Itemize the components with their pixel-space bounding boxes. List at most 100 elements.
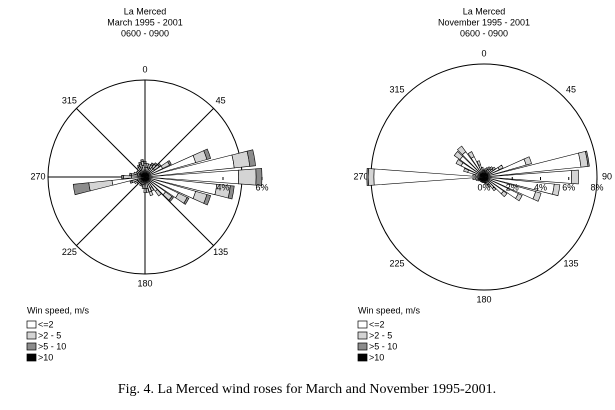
theta-tick-label: 270 [30, 171, 45, 181]
petal [150, 162, 155, 167]
petal [476, 160, 481, 166]
legend-swatch [26, 353, 37, 362]
legend-label: <=2 [38, 319, 54, 329]
legend-label: >10 [369, 352, 384, 362]
petal [453, 150, 464, 161]
legend-title: Win speed, m/s [27, 305, 90, 315]
legend-label: >2 - 5 [38, 330, 61, 340]
r-tick-label: 6% [255, 182, 268, 192]
legend-swatch [26, 320, 37, 329]
petal [532, 191, 542, 202]
petal [139, 183, 143, 187]
chart-title: La Merced [124, 6, 167, 16]
petal [485, 181, 488, 186]
petal [123, 175, 132, 179]
petal [491, 186, 497, 192]
petal [472, 177, 477, 181]
theta-tick-label: 270 [353, 171, 368, 181]
theta-tick-label: 135 [213, 247, 228, 257]
legend-swatch [26, 342, 37, 351]
legend-label: >2 - 5 [369, 330, 392, 340]
petal [497, 164, 504, 171]
petal [203, 148, 212, 160]
theta-tick-label: 90 [602, 171, 612, 181]
petal [467, 151, 475, 159]
legend-label: >10 [38, 352, 53, 362]
petal [167, 160, 172, 166]
r-tick-label: 4% [216, 182, 229, 192]
petal [72, 182, 91, 196]
legend-swatch [26, 331, 37, 340]
r-tick-label: 0% [477, 182, 490, 192]
petal [484, 182, 487, 185]
petal [141, 184, 145, 189]
grid-line [76, 176, 146, 246]
petal [472, 173, 477, 177]
petal [246, 149, 256, 167]
petal [552, 183, 561, 197]
petal [145, 187, 150, 193]
chart-subtitle: March 1995 - 2001 [107, 17, 183, 27]
petal [143, 161, 147, 164]
legend-label: >5 - 10 [38, 341, 66, 351]
legend-swatch [357, 331, 368, 340]
theta-tick-label: 225 [390, 258, 405, 268]
theta-tick-label: 0 [142, 64, 147, 74]
petal [500, 190, 508, 198]
legend-label: <=2 [369, 319, 385, 329]
legend-swatch [357, 320, 368, 329]
petal [143, 188, 147, 193]
chart-time: 0600 - 0900 [460, 28, 508, 38]
theta-tick-label: 315 [390, 84, 405, 94]
petal [227, 185, 235, 200]
legend-title: Win speed, m/s [358, 305, 421, 315]
r-tick-label: 6% [562, 182, 575, 192]
chart-subtitle: November 1995 - 2001 [438, 17, 530, 27]
theta-tick-label: 180 [476, 294, 491, 304]
petal [138, 161, 142, 165]
petal [136, 164, 141, 168]
chart-time: 0600 - 0900 [121, 28, 169, 38]
theta-tick-label: 0 [481, 48, 486, 58]
theta-tick-label: 45 [216, 96, 226, 106]
petal [238, 168, 257, 186]
petal [481, 166, 484, 171]
caption: Fig. 4. La Merced wind roses for March a… [118, 382, 496, 397]
petal [149, 186, 155, 192]
petal [145, 163, 149, 168]
petal [571, 169, 579, 185]
petal [88, 180, 114, 192]
theta-tick-label: 180 [137, 278, 152, 288]
r-tick-label: 8% [590, 182, 603, 192]
petal [168, 195, 174, 202]
petal [487, 166, 491, 171]
petal [134, 179, 139, 184]
legend-swatch [357, 353, 368, 362]
petal [183, 196, 190, 205]
petal [515, 193, 523, 202]
chart-title: La Merced [463, 6, 506, 16]
grid-line [76, 108, 146, 178]
petal [153, 162, 158, 167]
petal [456, 145, 467, 156]
petal [136, 167, 141, 172]
petal [523, 156, 532, 166]
petal [366, 168, 369, 186]
legend-swatch [357, 342, 368, 351]
petal [129, 180, 133, 184]
theta-tick-label: 45 [566, 84, 576, 94]
petal [203, 194, 212, 206]
petal [143, 163, 147, 168]
petal [491, 166, 496, 171]
petal [487, 183, 491, 188]
petal [489, 166, 494, 171]
petal [367, 168, 375, 186]
petal [584, 150, 590, 167]
petal [255, 168, 263, 186]
r-tick-label: 2% [506, 182, 519, 192]
petal [154, 189, 162, 197]
petal [129, 172, 133, 176]
r-tick-label: 4% [534, 182, 547, 192]
petal [455, 159, 464, 167]
